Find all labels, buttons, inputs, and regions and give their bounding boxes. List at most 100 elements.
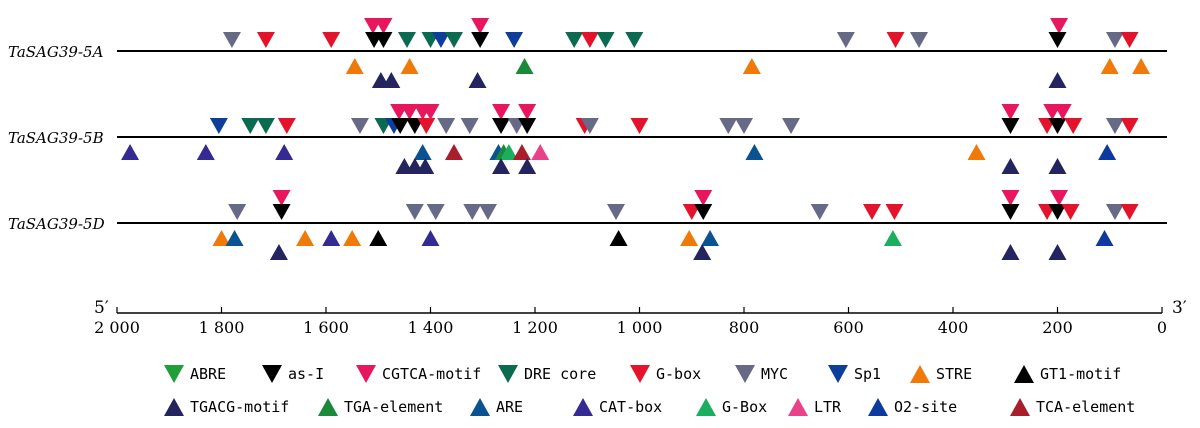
site-cgtca-motif-marker [374,18,393,34]
site-g-box-marker [1120,32,1139,48]
site-sp1-marker [209,118,228,134]
legend-marker [630,365,650,383]
site-are-marker [701,230,720,246]
legend-label: MYC [761,365,788,383]
site-cat-box-marker [196,144,215,160]
site-dre-core-marker [241,118,260,134]
site-dre-core-marker [397,32,416,48]
site-as-i-marker [1001,204,1020,220]
site-myc-marker [405,204,424,220]
site-dre-core-marker [625,32,644,48]
legend-label: DRE core [524,365,596,383]
site-myc-marker [460,118,479,134]
site-myc-marker [478,204,497,220]
site-sp1-marker [505,32,524,48]
legend-item: LTR [788,398,842,416]
axis-tick-label: 1 400 [408,318,454,337]
legend-item: CGTCA-motif [356,365,481,383]
site-cgtca-motif-marker [400,104,419,120]
site-g-box-marker [417,118,436,134]
gene-track: TaSAG39-5B [8,104,1167,174]
legend-label: STRE [936,365,972,383]
site-myc-marker [910,32,929,48]
site-myc-marker [222,32,241,48]
axis-tick-label: 1 000 [617,318,663,337]
site-stre-marker [742,58,761,74]
legend-marker [164,398,184,416]
site-g-box-marker [1061,204,1080,220]
legend-marker [262,365,282,383]
site-as-i-marker [492,118,511,134]
legend-label: GT1-motif [1040,365,1121,383]
site-as-i-marker [518,118,537,134]
site-tgacg-motif-marker [1048,72,1067,88]
site-stre-marker [212,230,231,246]
gene-label: TaSAG39-5D [8,215,105,233]
site-myc-marker [1105,32,1124,48]
legend-marker [164,365,184,383]
site-g-box-marker [256,32,275,48]
site-myc-marker [580,118,599,134]
site-tgacg-motif-marker [1001,244,1020,260]
site-g-box-marker [499,144,518,160]
site-stre-marker [345,58,364,74]
gene-track: TaSAG39-5A [8,18,1167,88]
site-tgacg-motif-marker [1048,244,1067,260]
site-myc-marker [463,204,482,220]
site-stre-marker [296,230,315,246]
legend: ABRE as-I CGTCA-motif DRE core G-box MYC Sp1 ST… [164,365,1135,416]
legend-label: LTR [814,398,842,416]
site-are-marker [225,230,244,246]
site-are-marker [413,144,432,160]
site-myc-marker [606,204,625,220]
position-axis: 5′ 3′ 2 000 1 800 1 600 1 400 1 200 1 000 800 6… [94,298,1187,337]
site-cgtca-motif-marker [421,104,440,120]
legend-item: CAT-box [573,398,662,416]
legend-item: ABRE [164,365,226,383]
site-cat-box-marker [421,230,440,246]
site-cat-box-marker [275,144,294,160]
legend-label: TCA-element [1036,398,1135,416]
site-as-i-marker [374,32,393,48]
site-sp1-marker [431,32,450,48]
legend-item: TCA-element [1010,398,1135,416]
legend-label: as-I [288,365,324,383]
legend-item: G-Box [696,398,767,416]
legend-marker [318,398,338,416]
legend-label: O2-site [894,398,957,416]
legend-item: G-box [630,365,701,383]
site-myc-marker [426,204,445,220]
legend-marker [573,398,593,416]
site-tca-element-marker [512,144,531,160]
site-myc-marker [836,32,855,48]
axis-tick-label: 2 000 [94,318,140,337]
site-cgtca-motif-marker [272,190,291,206]
site-dre-core-marker [565,32,584,48]
legend-label: Sp1 [854,365,881,383]
legend-label: ABRE [190,365,226,383]
site-tca-element-marker [445,144,464,160]
site-dre-core-marker [256,118,275,134]
site-as-i-marker [405,118,424,134]
legend-item: TGA-element [318,398,443,416]
site-tgacg-motif-marker [693,244,712,260]
site-cgtca-motif-marker [694,190,713,206]
site-g-box-marker [630,118,649,134]
site-cgtca-motif-marker [518,104,537,120]
legend-label: TGA-element [344,398,443,416]
site-are-marker [745,144,764,160]
site-tgacg-motif-marker [416,158,435,174]
legend-label: TGACG-motif [190,398,289,416]
site-g-box-marker [1120,204,1139,220]
site-o2-site-marker [1098,144,1117,160]
axis-tick-label: 1 600 [303,318,349,337]
site-as-i-marker [1048,32,1067,48]
legend-marker [696,398,716,416]
site-stre-marker [1100,58,1119,74]
legend-item: STRE [910,365,972,383]
axis-tick-label: 0 [1157,318,1167,337]
legend-item: TGACG-motif [164,398,289,416]
site-cgtca-motif-marker [1001,104,1020,120]
site-cgtca-motif-marker [1050,190,1069,206]
